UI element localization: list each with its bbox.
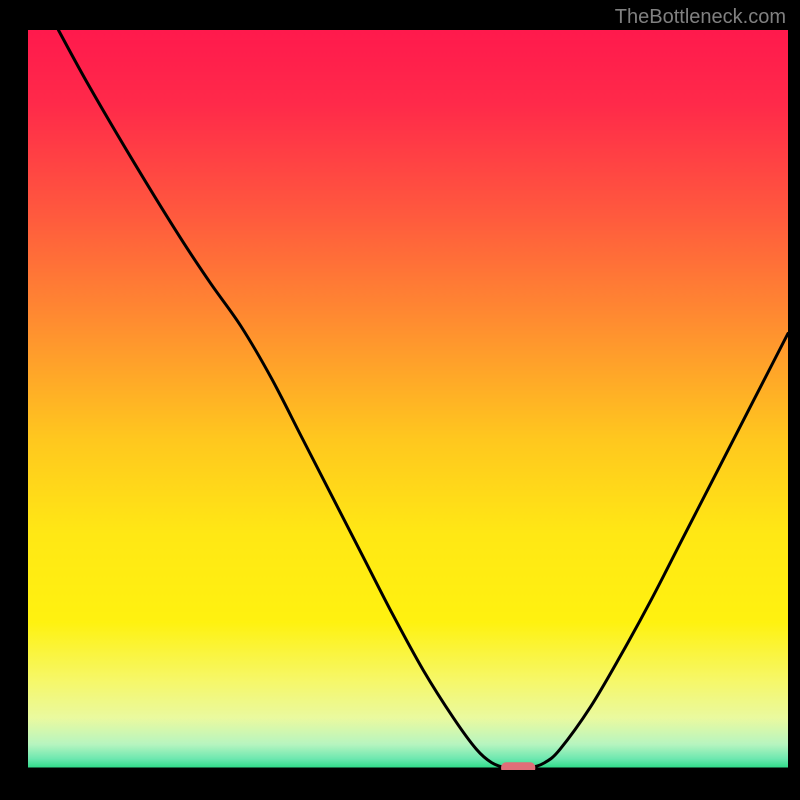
watermark-text: TheBottleneck.com (615, 6, 786, 29)
bottleneck-curve (28, 30, 788, 770)
plot-area (28, 30, 788, 770)
optimal-marker (501, 762, 535, 770)
chart-container: TheBottleneck.com (0, 0, 800, 800)
